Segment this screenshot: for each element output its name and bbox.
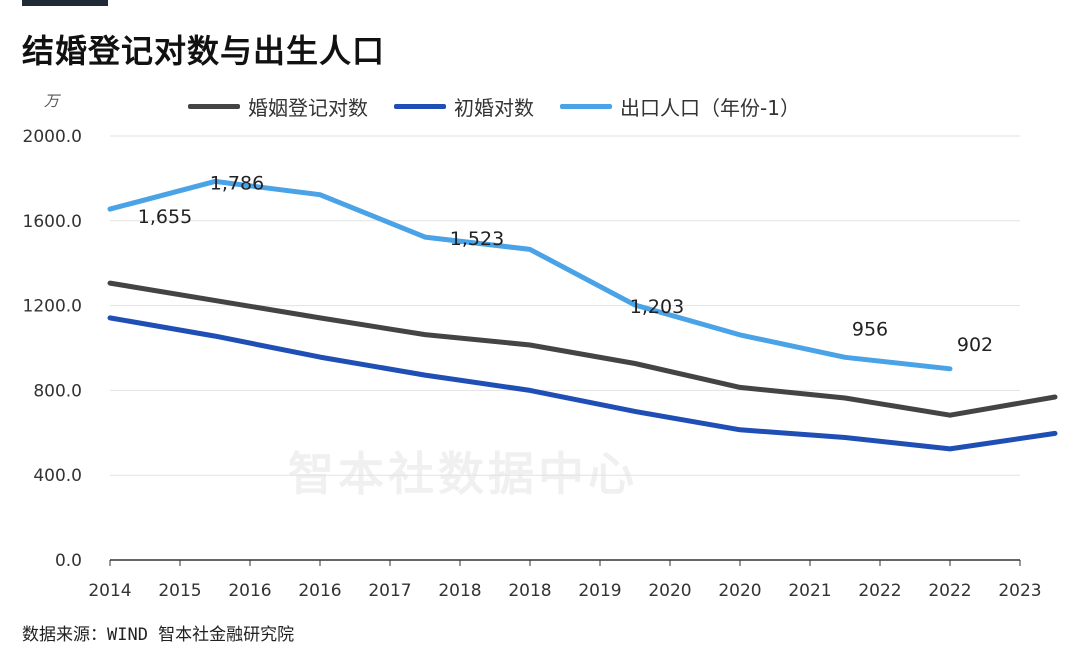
x-tick-label: 2020 [648, 581, 691, 601]
series-line-2 [107, 178, 953, 372]
data-label: 956 [852, 318, 888, 340]
title-accent-bar [22, 0, 108, 6]
data-label: 1,523 [450, 228, 504, 250]
y-tick-label: 800.0 [33, 381, 82, 401]
x-tick-label: 2014 [88, 581, 131, 601]
x-tick-label: 2016 [298, 581, 341, 601]
x-tick-label: 2021 [788, 581, 831, 601]
legend-swatch-first-marriage [394, 104, 446, 109]
x-tick-label: 2019 [578, 581, 621, 601]
data-label: 1,203 [630, 296, 684, 318]
y-axis-unit: 万 [44, 92, 60, 110]
y-tick-label: 0.0 [55, 551, 82, 571]
x-tick-label: 2022 [928, 581, 971, 601]
x-tick-label: 2017 [368, 581, 411, 601]
legend-label-first-marriage: 初婚对数 [454, 96, 534, 120]
chart-title: 结婚登记对数与出生人口 [22, 32, 386, 70]
y-tick-label: 2000.0 [23, 127, 82, 147]
x-tick-label: 2016 [228, 581, 271, 601]
series-line-0 [107, 280, 1058, 418]
y-tick-label: 1200.0 [23, 297, 82, 317]
x-tick-label: 2020 [718, 581, 761, 601]
x-tick-label: 2018 [438, 581, 481, 601]
source-note: 数据来源：WIND 智本社金融研究院 [22, 625, 295, 645]
legend-swatch-marriage [188, 104, 240, 109]
data-label: 1,655 [138, 206, 192, 228]
legend-label-marriage: 婚姻登记对数 [248, 96, 368, 120]
legend-item-births: 出口人口（年份-1） [560, 92, 800, 121]
legend-label-births: 出口人口（年份-1） [620, 96, 800, 120]
x-tick-label: 2023 [998, 581, 1041, 601]
x-tick-label: 2018 [508, 581, 551, 601]
legend-item-marriage: 婚姻登记对数 [188, 92, 368, 121]
legend-swatch-births [560, 104, 612, 109]
legend: 婚姻登记对数 初婚对数 出口人口（年份-1） [188, 92, 800, 121]
data-label: 1,786 [210, 172, 264, 194]
x-tick-label: 2015 [158, 581, 201, 601]
series-line-1 [107, 315, 1058, 452]
data-label: 902 [957, 334, 993, 356]
y-tick-label: 1600.0 [23, 212, 82, 232]
x-tick-label: 2022 [858, 581, 901, 601]
y-tick-label: 400.0 [33, 466, 82, 486]
legend-item-first-marriage: 初婚对数 [394, 92, 534, 121]
watermark: 智本社数据中心 [288, 447, 638, 501]
